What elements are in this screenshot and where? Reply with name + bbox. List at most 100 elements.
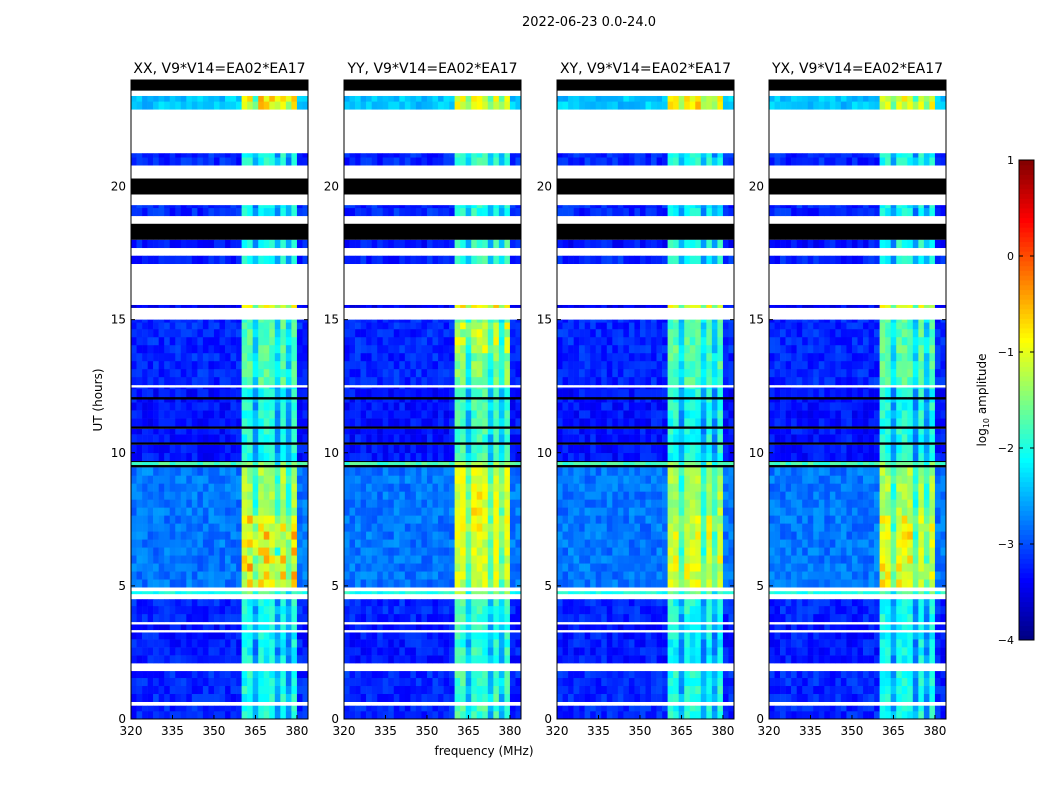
- heatmap-cell: [679, 624, 685, 630]
- heatmap-cell: [471, 467, 477, 475]
- heatmap-cell: [344, 571, 350, 579]
- heatmap-cell: [679, 571, 685, 579]
- heatmap-cell: [596, 563, 602, 571]
- heatmap-cell: [510, 614, 516, 622]
- heatmap-cell: [220, 523, 226, 531]
- heatmap-cell: [510, 157, 516, 165]
- heatmap-cell: [618, 579, 624, 587]
- heatmap-cell: [673, 475, 679, 483]
- heatmap-cell: [416, 329, 422, 337]
- heatmap-cell: [186, 523, 192, 531]
- heatmap-cell: [504, 410, 510, 418]
- heatmap-cell: [203, 547, 209, 555]
- heatmap-cell: [646, 591, 652, 594]
- heatmap-cell: [433, 571, 439, 579]
- heatmap-cell: [482, 96, 488, 102]
- heatmap-cell: [640, 531, 646, 539]
- heatmap-cell: [236, 429, 242, 435]
- heatmap-cell: [197, 579, 203, 587]
- heatmap-cell: [197, 694, 203, 702]
- heatmap-cell: [629, 429, 635, 435]
- heatmap-cell: [350, 462, 356, 465]
- heatmap-cell: [563, 434, 569, 442]
- heatmap-cell: [175, 388, 181, 390]
- heatmap-cell: [291, 329, 297, 337]
- heatmap-cell: [557, 694, 563, 702]
- heatmap-cell: [253, 418, 259, 426]
- heatmap-cell: [181, 647, 187, 655]
- heatmap-cell: [344, 353, 350, 361]
- heatmap-cell: [668, 711, 674, 719]
- heatmap-cell: [159, 678, 165, 686]
- heatmap-cell: [291, 499, 297, 507]
- heatmap-cell: [372, 591, 378, 594]
- heatmap-cell: [286, 639, 292, 647]
- heatmap-cell: [181, 256, 187, 264]
- heatmap-cell: [131, 614, 137, 622]
- heatmap-cell: [601, 655, 607, 663]
- heatmap-cell: [350, 361, 356, 369]
- heatmap-cell: [574, 453, 580, 461]
- heatmap-cell: [579, 483, 585, 491]
- heatmap-cell: [170, 599, 176, 606]
- heatmap-cell: [186, 445, 192, 453]
- heatmap-cell: [361, 400, 367, 403]
- heatmap-cell: [427, 632, 433, 639]
- heatmap-cell: [203, 400, 209, 403]
- heatmap-cell: [208, 624, 214, 630]
- heatmap-cell: [344, 208, 350, 216]
- heatmap-cell: [405, 606, 411, 614]
- heatmap-cell: [646, 507, 652, 515]
- heatmap-cell: [220, 671, 226, 678]
- heatmap-cell: [416, 467, 422, 475]
- heatmap-cell: [416, 377, 422, 385]
- heatmap-cell: [579, 475, 585, 483]
- heatmap-cell: [269, 694, 275, 702]
- heatmap-cell: [197, 624, 203, 630]
- heatmap-cell: [651, 475, 657, 483]
- heatmap-cell: [651, 531, 657, 539]
- heatmap-cells: [131, 80, 308, 719]
- heatmap-cell: [482, 361, 488, 369]
- heatmap-cell: [361, 547, 367, 555]
- heatmap-cell: [175, 157, 181, 165]
- heatmap-cell: [297, 96, 303, 102]
- heatmap-cell: [242, 418, 248, 426]
- heatmap-cell: [197, 555, 203, 563]
- heatmap-cell: [394, 655, 400, 663]
- heatmap-cell: [662, 491, 668, 499]
- heatmap-cell: [618, 632, 624, 639]
- heatmap-cell: [466, 606, 472, 614]
- heatmap-cell: [612, 475, 618, 483]
- heatmap-cell: [640, 706, 646, 712]
- heatmap-cell: [388, 240, 394, 248]
- heatmap-cell: [712, 445, 718, 453]
- heatmap-cell: [302, 377, 308, 385]
- heatmap-cell: [433, 591, 439, 594]
- heatmap-cell: [596, 507, 602, 515]
- heatmap-cell: [170, 591, 176, 594]
- heatmap-cell: [286, 531, 292, 539]
- heatmap-cell: [466, 369, 472, 377]
- heatmap-cell: [225, 599, 231, 606]
- heatmap-cell: [280, 377, 286, 385]
- heatmap-cell: [477, 322, 483, 329]
- heatmap-cell: [366, 655, 372, 663]
- heatmap-cell: [269, 671, 275, 678]
- heatmap-cell: [438, 515, 444, 523]
- heatmap-cell: [651, 606, 657, 614]
- heatmap-cell: [596, 606, 602, 614]
- heatmap-cell: [286, 563, 292, 571]
- heatmap-cell: [291, 686, 297, 694]
- heatmap-cell: [405, 483, 411, 491]
- heatmap-cell: [355, 591, 361, 594]
- heatmap-cell: [355, 632, 361, 639]
- heatmap-cell: [723, 429, 729, 435]
- heatmap-cell: [466, 647, 472, 655]
- heatmap-cell: [153, 563, 159, 571]
- heatmap-cell: [662, 647, 668, 655]
- heatmap-cell: [651, 523, 657, 531]
- heatmap-cell: [651, 614, 657, 622]
- heatmap-cell: [515, 345, 521, 353]
- heatmap-cell: [444, 467, 450, 475]
